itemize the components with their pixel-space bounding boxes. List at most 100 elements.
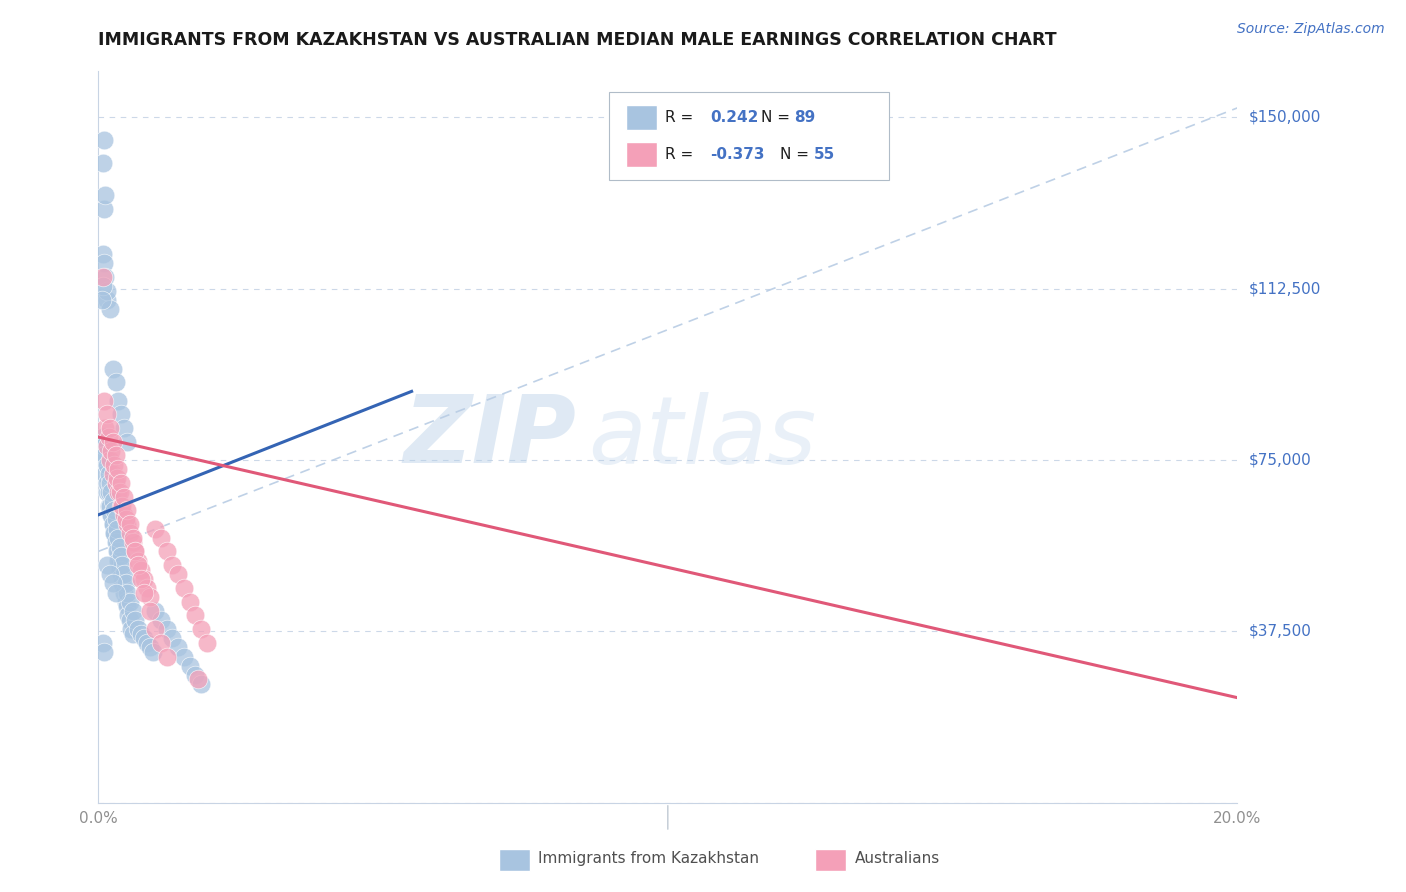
Point: [104, 535, 127, 549]
Point: [110, 549, 132, 563]
Point: [101, 516, 124, 531]
Point: [101, 494, 124, 508]
Point: [132, 572, 155, 586]
Point: [156, 622, 179, 636]
Point: [94, 421, 117, 435]
Point: [97, 484, 120, 499]
Point: [96, 293, 118, 307]
Point: [115, 516, 138, 531]
Text: R =: R =: [665, 147, 693, 162]
Point: [96, 439, 118, 453]
Text: $150,000: $150,000: [1249, 110, 1320, 125]
Point: [91, 247, 114, 261]
Point: [96, 475, 118, 490]
Point: [100, 508, 122, 522]
Point: [115, 585, 138, 599]
Point: [107, 544, 129, 558]
Point: [127, 622, 149, 636]
Point: [118, 613, 141, 627]
Point: [132, 585, 155, 599]
Text: IMMIGRANTS FROM KAZAKHSTAN VS AUSTRALIAN MEDIAN MALE EARNINGS CORRELATION CHART: IMMIGRANTS FROM KAZAKHSTAN VS AUSTRALIAN…: [98, 31, 1057, 49]
Point: [138, 604, 160, 618]
Point: [100, 484, 122, 499]
Point: [118, 516, 141, 531]
Point: [135, 636, 157, 650]
Text: R =: R =: [665, 110, 699, 125]
Point: [135, 581, 157, 595]
Point: [103, 526, 125, 541]
Point: [108, 540, 131, 554]
Point: [112, 567, 135, 582]
Point: [93, 133, 115, 147]
Point: [103, 526, 125, 541]
Point: [111, 576, 134, 591]
Point: [105, 535, 128, 549]
Point: [124, 613, 146, 627]
Point: [96, 458, 118, 472]
Point: [115, 599, 138, 614]
Point: [173, 649, 195, 664]
Point: [104, 512, 127, 526]
Point: [138, 640, 160, 655]
Text: atlas: atlas: [588, 392, 817, 483]
Point: [101, 434, 124, 449]
Point: [91, 155, 114, 169]
Point: [184, 608, 207, 623]
Point: [93, 202, 115, 216]
Point: [107, 484, 129, 499]
Point: [105, 521, 128, 535]
Point: [108, 484, 131, 499]
Point: [187, 673, 209, 687]
Point: [129, 626, 152, 640]
Point: [101, 361, 124, 376]
Point: [96, 284, 118, 298]
Point: [93, 645, 115, 659]
Point: [138, 590, 160, 604]
Text: N =: N =: [761, 110, 790, 125]
Point: [98, 301, 121, 317]
Text: Australians: Australians: [855, 852, 941, 866]
Point: [107, 531, 129, 545]
Point: [110, 567, 132, 582]
Point: [108, 563, 131, 577]
Point: [179, 658, 201, 673]
Point: [103, 458, 125, 472]
Point: [115, 503, 138, 517]
Point: [129, 563, 152, 577]
Point: [115, 434, 138, 449]
Point: [114, 576, 136, 591]
Point: [167, 567, 190, 582]
Point: [145, 604, 167, 618]
Point: [97, 467, 120, 481]
Point: [105, 544, 128, 558]
Point: [132, 632, 155, 646]
Text: $112,500: $112,500: [1249, 281, 1320, 296]
Text: N =: N =: [780, 147, 810, 162]
Point: [101, 576, 124, 591]
Point: [127, 558, 149, 573]
Point: [94, 467, 117, 481]
Point: [107, 553, 129, 567]
Text: $75,000: $75,000: [1249, 452, 1312, 467]
Point: [190, 622, 212, 636]
Point: [145, 622, 167, 636]
Point: [167, 640, 190, 655]
Point: [104, 375, 127, 389]
Point: [96, 484, 118, 499]
Point: [103, 503, 125, 517]
Point: [162, 558, 184, 573]
Point: [114, 594, 136, 608]
Point: [150, 531, 173, 545]
Point: [101, 467, 124, 481]
Point: [184, 667, 207, 681]
Point: [94, 270, 117, 285]
Text: 0.242: 0.242: [710, 110, 758, 125]
Point: [127, 553, 149, 567]
Point: [100, 508, 122, 522]
Point: [96, 558, 118, 573]
Point: [111, 499, 134, 513]
Point: [104, 475, 127, 490]
Point: [91, 279, 114, 293]
Text: Source: ZipAtlas.com: Source: ZipAtlas.com: [1237, 22, 1385, 37]
Point: [129, 572, 152, 586]
